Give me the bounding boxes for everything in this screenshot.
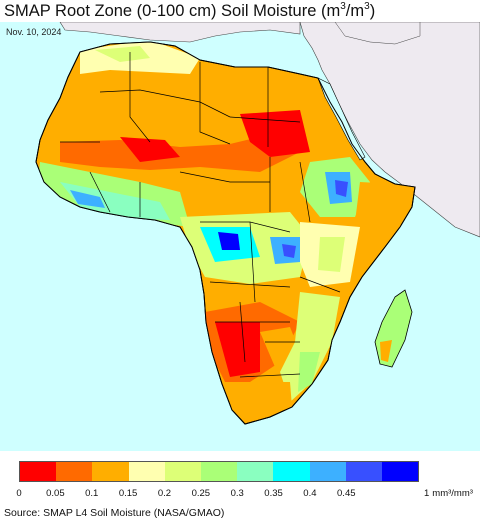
colorbar-swatch [56,462,93,481]
colorbar-swatch [237,462,274,481]
colorbar-unit: 1 mm³/mm³ [424,488,473,499]
unit-label: mm³/mm³ [432,488,473,499]
colorbar-swatch [200,462,238,481]
colorbar-swatch [273,462,310,481]
country-borders [60,52,341,378]
europe-landmass [59,22,301,43]
colorbar-swatch [309,462,346,481]
colorbar-tick-label: 0.15 [118,488,138,499]
colorbar-swatch [381,462,419,481]
map-title: SMAP Root Zone (0-100 cm) Soil Moisture … [4,0,376,20]
colorbar-tick-label: 0.25 [191,488,211,499]
date-label: Nov. 10, 2024 [6,27,62,37]
colorbar-swatch [92,462,129,481]
middle-east-landmass [299,22,480,238]
coastline [35,41,416,425]
colorbar-tick-label: 0 [16,488,22,499]
colorbar-tick-label: 0.45 [337,488,356,499]
colorbar-tick-label: 0.35 [264,488,283,499]
colorbar-tick-label: 0.3 [230,488,244,499]
moisture-fields [38,42,415,422]
colorbar-swatch [164,462,201,481]
colorbar-tick-label: 0.05 [46,488,65,499]
colorbar [19,461,419,482]
colorbar-swatch [345,462,382,481]
colorbar-ticks: 0 0.05 0.1 0.15 0.2 0.25 0.3 0.35 0.4 0.45 [0,488,480,502]
colorbar-tick-label: 0.1 [85,488,99,499]
colorbar-swatch [20,462,57,481]
africa-map-svg [35,22,480,425]
colorbar-tick-label: 0.4 [303,488,317,499]
source-credit: Source: SMAP L4 Soil Moisture (NASA/GMAO… [4,507,225,519]
colorbar-max-tick: 1 [424,488,430,499]
colorbar-tick-label: 0.2 [157,488,172,499]
madagascar [374,289,413,368]
colorbar-swatch [128,462,165,481]
soil-moisture-map [0,22,480,451]
turkey-landmass [334,22,421,45]
